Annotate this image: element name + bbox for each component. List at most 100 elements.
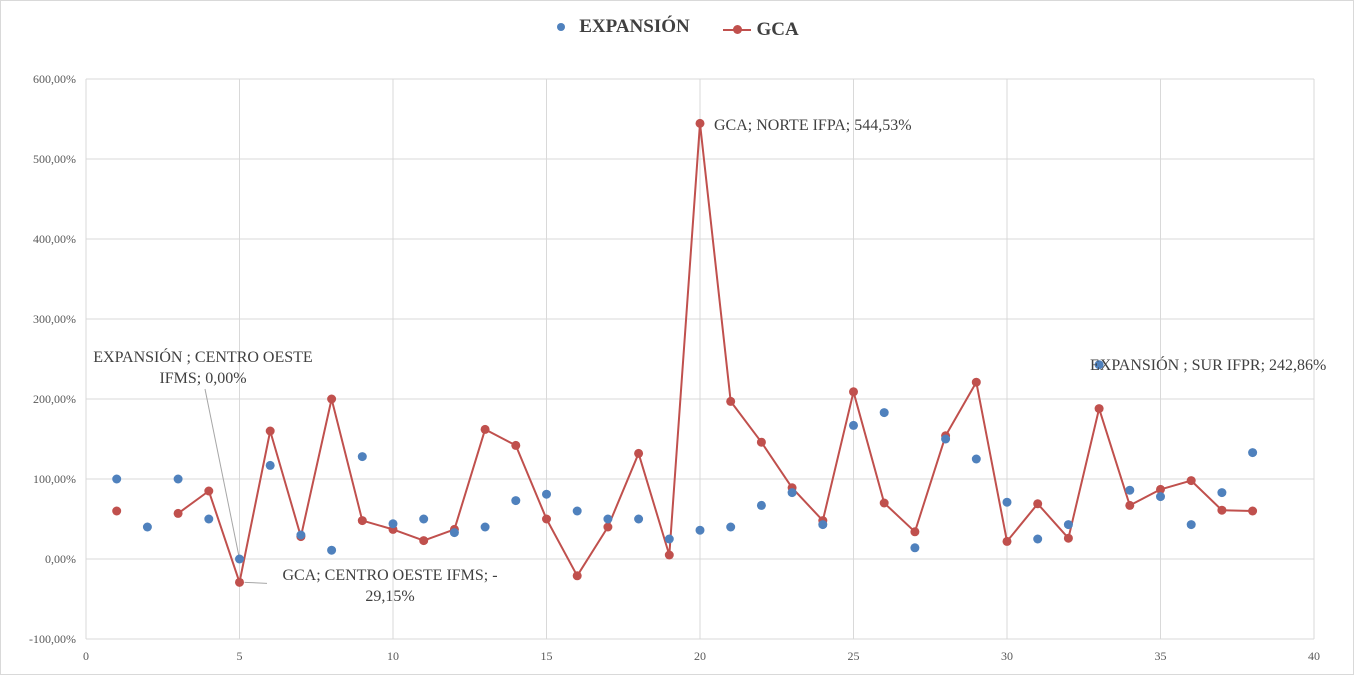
data-point-gca xyxy=(542,514,551,524)
data-point-expansion xyxy=(1094,360,1104,370)
x-tick-label: 35 xyxy=(1155,649,1167,663)
data-point-gca xyxy=(265,426,275,436)
data-point-gca xyxy=(664,550,674,560)
data-point-gca xyxy=(1033,499,1043,509)
data-point-expansion xyxy=(480,522,490,532)
data-point-expansion xyxy=(173,474,183,484)
data-point-gca xyxy=(603,522,613,532)
y-tick-label: 400,00% xyxy=(33,232,76,246)
data-point-gca xyxy=(695,118,705,128)
data-point-expansion xyxy=(787,488,797,498)
x-tick-label: 40 xyxy=(1308,649,1320,663)
annotation-line: GCA; CENTRO OESTE IFMS; - xyxy=(282,567,498,584)
annotation-line: IFMS; 0,00% xyxy=(159,370,247,387)
annotation-line: GCA; NORTE IFPA; 544,53% xyxy=(714,117,912,134)
data-point-gca xyxy=(634,448,644,458)
data-point-expansion xyxy=(664,534,674,544)
annotation-expansion-centro-oeste: EXPANSIÓN ; CENTRO OESTE IFMS; 0,00% xyxy=(83,347,323,389)
annotation-line: EXPANSIÓN ; CENTRO OESTE xyxy=(93,349,313,366)
data-point-gca xyxy=(1186,476,1196,486)
data-point-expansion xyxy=(296,530,306,540)
data-point-gca xyxy=(879,498,889,508)
legend-label-gca: GCA xyxy=(756,19,799,40)
data-point-expansion xyxy=(879,408,889,418)
data-point-expansion xyxy=(265,460,275,470)
annotation-leader-line xyxy=(204,388,240,560)
annotation-leader-line xyxy=(244,581,268,584)
data-point-gca xyxy=(1217,505,1227,515)
data-point-expansion xyxy=(542,489,551,499)
data-point-expansion xyxy=(1217,488,1227,498)
data-point-gca xyxy=(112,506,122,516)
data-point-gca xyxy=(204,486,214,496)
data-point-gca xyxy=(1125,500,1135,510)
x-tick-label: 5 xyxy=(237,649,243,663)
data-point-gca xyxy=(419,536,429,546)
data-point-expansion xyxy=(235,554,244,564)
annotation-expansion-sur-ifpr: EXPANSIÓN ; SUR IFPR; 242,86% xyxy=(1090,355,1326,376)
x-tick-label: 25 xyxy=(848,649,860,663)
data-point-gca xyxy=(726,396,736,406)
data-point-expansion xyxy=(849,420,858,430)
annotation-line: 29,15% xyxy=(365,588,415,605)
data-point-gca xyxy=(480,424,490,434)
data-point-expansion xyxy=(634,514,644,524)
data-point-expansion xyxy=(818,520,828,530)
data-point-expansion xyxy=(1033,534,1043,544)
data-point-expansion xyxy=(603,514,613,524)
series-line-gca xyxy=(177,122,1253,584)
data-point-expansion xyxy=(1002,497,1012,507)
data-point-expansion xyxy=(726,522,736,532)
data-point-expansion xyxy=(1186,520,1196,530)
x-tick-label: 0 xyxy=(83,649,89,663)
y-tick-label: 0,00% xyxy=(45,552,76,566)
data-point-gca xyxy=(357,516,367,526)
data-point-expansion xyxy=(756,500,766,510)
data-point-expansion xyxy=(1248,448,1258,458)
data-point-expansion xyxy=(1063,520,1073,530)
data-point-expansion xyxy=(910,543,920,553)
data-point-gca xyxy=(1248,506,1258,516)
y-tick-label: 600,00% xyxy=(33,72,76,86)
data-point-expansion xyxy=(941,434,951,444)
data-point-gca xyxy=(1156,484,1165,494)
y-tick-label: -100,00% xyxy=(29,632,76,646)
data-point-gca xyxy=(1094,404,1104,414)
legend-marker-expansion xyxy=(557,23,566,31)
y-tick-label: 200,00% xyxy=(33,392,76,406)
data-point-expansion xyxy=(572,506,582,516)
data-point-gca xyxy=(173,508,183,518)
x-tick-label: 10 xyxy=(387,649,399,663)
annotation-gca-norte-ifpa: GCA; NORTE IFPA; 544,53% xyxy=(714,115,912,136)
legend-item-gca: GCA xyxy=(722,19,799,41)
data-point-expansion xyxy=(695,525,705,535)
annotation-line: EXPANSIÓN ; SUR IFPR; 242,86% xyxy=(1090,357,1327,374)
data-point-gca xyxy=(572,571,582,581)
x-tick-label: 15 xyxy=(541,649,553,663)
legend-label-expansion: EXPANSIÓN xyxy=(579,16,690,37)
data-point-expansion xyxy=(1125,485,1135,495)
data-point-gca xyxy=(849,387,858,397)
x-tick-label: 20 xyxy=(694,649,706,663)
data-point-gca xyxy=(327,394,337,404)
legend-item-expansion: EXPANSIÓN xyxy=(557,16,690,38)
data-point-expansion xyxy=(1156,492,1165,502)
data-point-expansion xyxy=(142,522,152,532)
data-point-expansion xyxy=(419,514,429,524)
annotation-gca-centro-oeste: GCA; CENTRO OESTE IFMS; - 29,15% xyxy=(271,565,509,607)
y-tick-label: 300,00% xyxy=(33,312,76,326)
data-point-gca xyxy=(910,527,920,537)
data-point-expansion xyxy=(971,454,981,464)
data-point-expansion xyxy=(327,545,337,555)
data-point-expansion xyxy=(204,514,214,524)
data-point-expansion xyxy=(388,519,398,529)
legend-marker-gca xyxy=(722,25,751,34)
data-point-gca xyxy=(756,437,766,447)
legend: EXPANSIÓN GCA xyxy=(1,15,1354,41)
data-point-expansion xyxy=(511,496,521,506)
data-point-expansion xyxy=(449,528,459,538)
data-point-gca xyxy=(1063,533,1073,543)
data-point-expansion xyxy=(112,474,122,484)
